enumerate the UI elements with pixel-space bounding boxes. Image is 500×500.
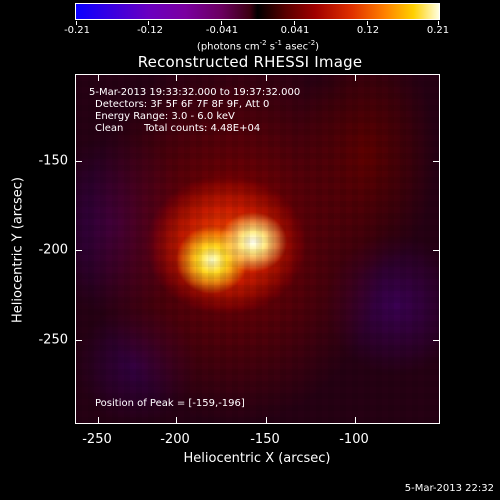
colorbar-tick xyxy=(148,21,149,25)
y-tick-label: -250 xyxy=(38,332,68,348)
x-tick xyxy=(176,75,177,81)
x-tick xyxy=(98,417,99,423)
y-tick xyxy=(433,250,439,251)
colorbar-tick xyxy=(76,21,77,25)
y-tick-label: -200 xyxy=(38,242,68,258)
y-tick xyxy=(76,250,82,251)
y-tick-label: -150 xyxy=(38,153,68,169)
y-tick xyxy=(433,161,439,162)
x-axis-label: Heliocentric X (arcsec) xyxy=(183,451,331,466)
total-counts-text: Total counts: 4.48E+04 xyxy=(144,123,261,134)
x-tick-label: -100 xyxy=(339,432,369,447)
peak-position-text: Position of Peak = [-159,-196] xyxy=(95,398,245,409)
colorbar-tick xyxy=(438,21,439,25)
colorbar-tick-label: -0.21 xyxy=(64,25,90,36)
x-tick xyxy=(266,75,267,81)
pixel-grid-overlay xyxy=(76,75,439,423)
footer-timestamp: 5-Mar-2013 22:32 xyxy=(404,483,494,494)
colorbar-units: (photons cm-2 s-1 asec-2) xyxy=(196,39,320,53)
y-tick xyxy=(433,340,439,341)
colorbar-tick-label: -0.12 xyxy=(137,25,163,36)
x-tick xyxy=(98,75,99,81)
time-range-text: 5-Mar-2013 19:33:32.000 to 19:37:32.000 xyxy=(89,87,301,98)
solar-image-plot: 5-Mar-2013 19:33:32.000 to 19:37:32.000 … xyxy=(75,74,440,424)
algorithm-text: Clean xyxy=(95,123,124,134)
colorbar-tick xyxy=(294,21,295,25)
y-tick xyxy=(76,340,82,341)
detectors-text: Detectors: 3F 5F 6F 7F 8F 9F, Att 0 xyxy=(95,99,270,110)
energy-range-text: Energy Range: 3.0 - 6.0 keV xyxy=(95,111,235,122)
x-tick xyxy=(176,417,177,423)
x-tick-label: -200 xyxy=(160,432,190,447)
colorbar xyxy=(75,3,440,25)
colorbar-tick-label: 0.12 xyxy=(356,25,380,36)
colorbar-tick-label: -0.041 xyxy=(205,25,239,36)
y-axis-label: Heliocentric Y (arcsec) xyxy=(10,177,26,323)
x-tick xyxy=(266,417,267,423)
colorbar-tick-label: 0.041 xyxy=(280,25,310,36)
x-tick xyxy=(355,75,356,81)
x-tick xyxy=(355,417,356,423)
y-tick xyxy=(76,161,82,162)
x-tick-label: -250 xyxy=(82,432,112,447)
colorbar-tick xyxy=(221,21,222,25)
colorbar-tick-label: 0.21 xyxy=(426,25,450,36)
colorbar-tick xyxy=(367,21,368,25)
x-tick-label: -150 xyxy=(250,432,280,447)
image-title: Reconstructed RHESSI Image xyxy=(137,53,363,71)
